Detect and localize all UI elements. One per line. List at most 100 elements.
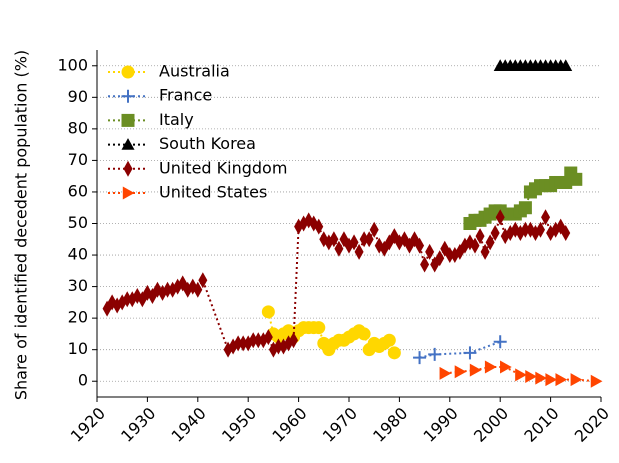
y-tick-label: 40 — [68, 245, 88, 264]
marker — [536, 221, 546, 238]
marker — [559, 59, 573, 71]
marker — [515, 368, 527, 382]
marker — [518, 201, 532, 215]
series — [261, 305, 401, 360]
marker — [359, 231, 369, 248]
marker — [490, 224, 500, 241]
marker — [198, 272, 208, 289]
legend-marker — [122, 186, 135, 200]
marker — [122, 291, 132, 308]
series-line — [419, 340, 501, 359]
marker — [193, 281, 203, 298]
marker — [428, 347, 442, 361]
marker — [382, 333, 396, 347]
marker — [334, 240, 344, 257]
marker — [520, 221, 530, 238]
x-tick-label: 1920 — [67, 404, 109, 446]
marker — [314, 218, 324, 235]
x-tick-label: 2010 — [520, 404, 562, 446]
marker — [561, 224, 571, 241]
marker — [263, 329, 273, 346]
x-tick-label: 1960 — [268, 404, 310, 446]
marker — [555, 373, 568, 387]
x-tick-label: 2020 — [571, 404, 613, 446]
marker — [349, 234, 359, 251]
series — [439, 360, 603, 388]
legend-label: Italy — [159, 110, 194, 129]
marker — [475, 228, 485, 245]
marker — [273, 338, 283, 355]
legend-label: South Korea — [159, 134, 256, 153]
marker — [469, 363, 482, 377]
marker — [590, 374, 603, 388]
marker — [439, 366, 452, 380]
legend-label: France — [159, 86, 212, 105]
y-tick-label: 100 — [57, 55, 88, 74]
y-tick-label: 70 — [68, 150, 88, 169]
y-tick-label: 90 — [68, 87, 88, 106]
y-axis-label: Share of identified decedent population … — [12, 50, 31, 400]
legend-marker — [121, 65, 135, 79]
marker — [569, 172, 583, 186]
x-tick-label: 1980 — [369, 404, 411, 446]
axis-spine — [96, 50, 601, 398]
marker — [493, 335, 507, 349]
marker — [248, 332, 258, 349]
series — [413, 335, 507, 365]
y-tick-label: 50 — [68, 213, 88, 232]
x-tick-label: 1970 — [319, 404, 361, 446]
x-tick-label: 1930 — [117, 404, 159, 446]
marker — [570, 373, 583, 387]
marker — [480, 243, 490, 260]
legend-label: Australia — [159, 62, 230, 81]
legend-marker — [123, 160, 133, 177]
marker — [545, 373, 558, 387]
marker — [485, 234, 495, 251]
marker — [505, 224, 515, 241]
series — [493, 59, 573, 71]
marker — [354, 243, 364, 260]
marker — [454, 365, 467, 379]
marker — [420, 256, 430, 273]
marker — [369, 221, 379, 238]
series — [102, 209, 571, 358]
series — [463, 166, 583, 230]
legend-marker — [121, 138, 135, 150]
marker — [435, 250, 445, 267]
legend-marker — [121, 113, 135, 127]
marker — [535, 371, 548, 385]
marker — [500, 360, 512, 374]
marker — [253, 332, 263, 349]
marker — [329, 231, 339, 248]
marker — [470, 237, 480, 254]
x-tick-label: 1940 — [168, 404, 210, 446]
legend-marker — [121, 89, 135, 103]
marker — [233, 335, 243, 352]
marker — [238, 335, 248, 352]
marker — [463, 346, 477, 360]
y-tick-label: 20 — [68, 308, 88, 327]
x-tick-label: 2000 — [470, 404, 512, 446]
marker — [525, 369, 537, 383]
y-tick-label: 80 — [68, 118, 88, 137]
marker — [445, 247, 455, 264]
legend-label: United Kingdom — [159, 158, 287, 177]
marker — [413, 351, 427, 365]
marker — [357, 327, 371, 341]
y-tick-label: 30 — [68, 276, 88, 295]
y-tick-label: 60 — [68, 181, 88, 200]
marker — [425, 243, 435, 260]
y-tick-label: 10 — [68, 339, 88, 358]
marker — [495, 209, 505, 226]
marker — [364, 231, 374, 248]
marker — [163, 281, 173, 298]
marker — [312, 321, 326, 335]
marker — [261, 305, 275, 319]
y-tick-label: 0 — [78, 371, 88, 390]
x-tick-label: 1950 — [218, 404, 260, 446]
marker — [289, 332, 299, 349]
x-tick-label: 1990 — [420, 404, 462, 446]
legend-label: United States — [159, 183, 267, 202]
